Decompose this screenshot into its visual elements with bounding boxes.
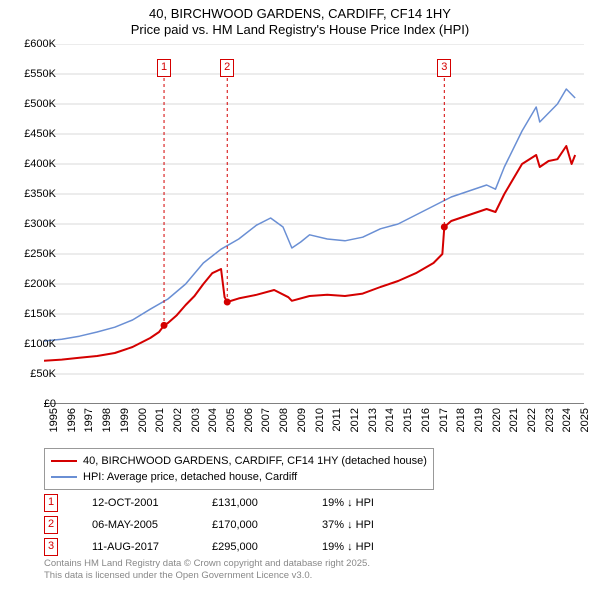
- x-axis-label: 2008: [278, 408, 290, 444]
- y-axis-label: £200K: [12, 278, 56, 290]
- legend: 40, BIRCHWOOD GARDENS, CARDIFF, CF14 1HY…: [44, 448, 434, 490]
- x-axis-label: 1997: [83, 408, 95, 444]
- x-axis-label: 2019: [473, 408, 485, 444]
- legend-swatch: [51, 460, 77, 462]
- title-line-2: Price paid vs. HM Land Registry's House …: [0, 22, 600, 38]
- event-date: 12-OCT-2001: [92, 497, 212, 509]
- title-line-1: 40, BIRCHWOOD GARDENS, CARDIFF, CF14 1HY: [0, 6, 600, 22]
- x-axis-label: 2016: [420, 408, 432, 444]
- x-axis-label: 2003: [190, 408, 202, 444]
- footer: Contains HM Land Registry data © Crown c…: [44, 558, 370, 582]
- x-axis-label: 2017: [438, 408, 450, 444]
- y-axis-label: £350K: [12, 188, 56, 200]
- event-diff: 19% ↓ HPI: [322, 497, 422, 509]
- x-axis-label: 2020: [491, 408, 503, 444]
- chart-marker: 1: [157, 59, 171, 77]
- legend-text: 40, BIRCHWOOD GARDENS, CARDIFF, CF14 1HY…: [83, 455, 427, 467]
- x-axis-label: 1995: [48, 408, 60, 444]
- y-axis-label: £400K: [12, 158, 56, 170]
- x-axis-label: 2000: [137, 408, 149, 444]
- x-axis-label: 2022: [526, 408, 538, 444]
- x-axis-label: 2005: [225, 408, 237, 444]
- x-axis-label: 2010: [314, 408, 326, 444]
- event-diff: 37% ↓ HPI: [322, 519, 422, 531]
- event-row: 2 06-MAY-2005 £170,000 37% ↓ HPI: [44, 514, 422, 536]
- event-row: 1 12-OCT-2001 £131,000 19% ↓ HPI: [44, 492, 422, 514]
- x-axis-label: 2023: [544, 408, 556, 444]
- event-diff: 19% ↓ HPI: [322, 541, 422, 553]
- y-axis-label: £100K: [12, 338, 56, 350]
- event-price: £131,000: [212, 497, 322, 509]
- x-axis-label: 2009: [296, 408, 308, 444]
- y-axis-label: £300K: [12, 218, 56, 230]
- event-marker: 2: [44, 516, 58, 534]
- x-axis-label: 2015: [402, 408, 414, 444]
- y-axis-label: £600K: [12, 38, 56, 50]
- y-axis-label: £250K: [12, 248, 56, 260]
- legend-text: HPI: Average price, detached house, Card…: [83, 471, 297, 483]
- x-axis-label: 2006: [243, 408, 255, 444]
- x-axis-label: 2018: [455, 408, 467, 444]
- x-axis-label: 2021: [508, 408, 520, 444]
- y-axis-label: £500K: [12, 98, 56, 110]
- event-date: 11-AUG-2017: [92, 541, 212, 553]
- x-axis-label: 2025: [579, 408, 591, 444]
- event-price: £295,000: [212, 541, 322, 553]
- event-marker: 3: [44, 538, 58, 556]
- chart-marker: 3: [437, 59, 451, 77]
- event-marker-id: 3: [48, 540, 54, 552]
- x-axis-label: 2024: [561, 408, 573, 444]
- footer-line-1: Contains HM Land Registry data © Crown c…: [44, 558, 370, 570]
- footer-line-2: This data is licensed under the Open Gov…: [44, 570, 370, 582]
- x-axis-label: 2013: [367, 408, 379, 444]
- x-axis-label: 2011: [331, 408, 343, 444]
- y-axis-label: £50K: [12, 368, 56, 380]
- event-marker: 1: [44, 494, 58, 512]
- x-axis-label: 2002: [172, 408, 184, 444]
- chart-area: [44, 44, 584, 404]
- event-marker-id: 1: [48, 496, 54, 508]
- x-axis-label: 2001: [154, 408, 166, 444]
- x-axis-label: 2012: [349, 408, 361, 444]
- events-block: 1 12-OCT-2001 £131,000 19% ↓ HPI 2 06-MA…: [44, 492, 422, 558]
- chart-svg: [44, 44, 584, 404]
- chart-marker: 2: [220, 59, 234, 77]
- legend-row: 40, BIRCHWOOD GARDENS, CARDIFF, CF14 1HY…: [51, 453, 427, 469]
- x-axis-label: 2007: [260, 408, 272, 444]
- event-marker-id: 2: [48, 518, 54, 530]
- y-axis-label: £550K: [12, 68, 56, 80]
- y-axis-label: £450K: [12, 128, 56, 140]
- chart-container: 40, BIRCHWOOD GARDENS, CARDIFF, CF14 1HY…: [0, 0, 600, 590]
- x-axis-label: 1998: [101, 408, 113, 444]
- legend-swatch: [51, 476, 77, 478]
- legend-row: HPI: Average price, detached house, Card…: [51, 469, 427, 485]
- event-date: 06-MAY-2005: [92, 519, 212, 531]
- x-axis-label: 1996: [66, 408, 78, 444]
- x-axis-label: 1999: [119, 408, 131, 444]
- title-block: 40, BIRCHWOOD GARDENS, CARDIFF, CF14 1HY…: [0, 0, 600, 39]
- x-axis-label: 2014: [384, 408, 396, 444]
- event-row: 3 11-AUG-2017 £295,000 19% ↓ HPI: [44, 536, 422, 558]
- x-axis-label: 2004: [207, 408, 219, 444]
- y-axis-label: £150K: [12, 308, 56, 320]
- event-price: £170,000: [212, 519, 322, 531]
